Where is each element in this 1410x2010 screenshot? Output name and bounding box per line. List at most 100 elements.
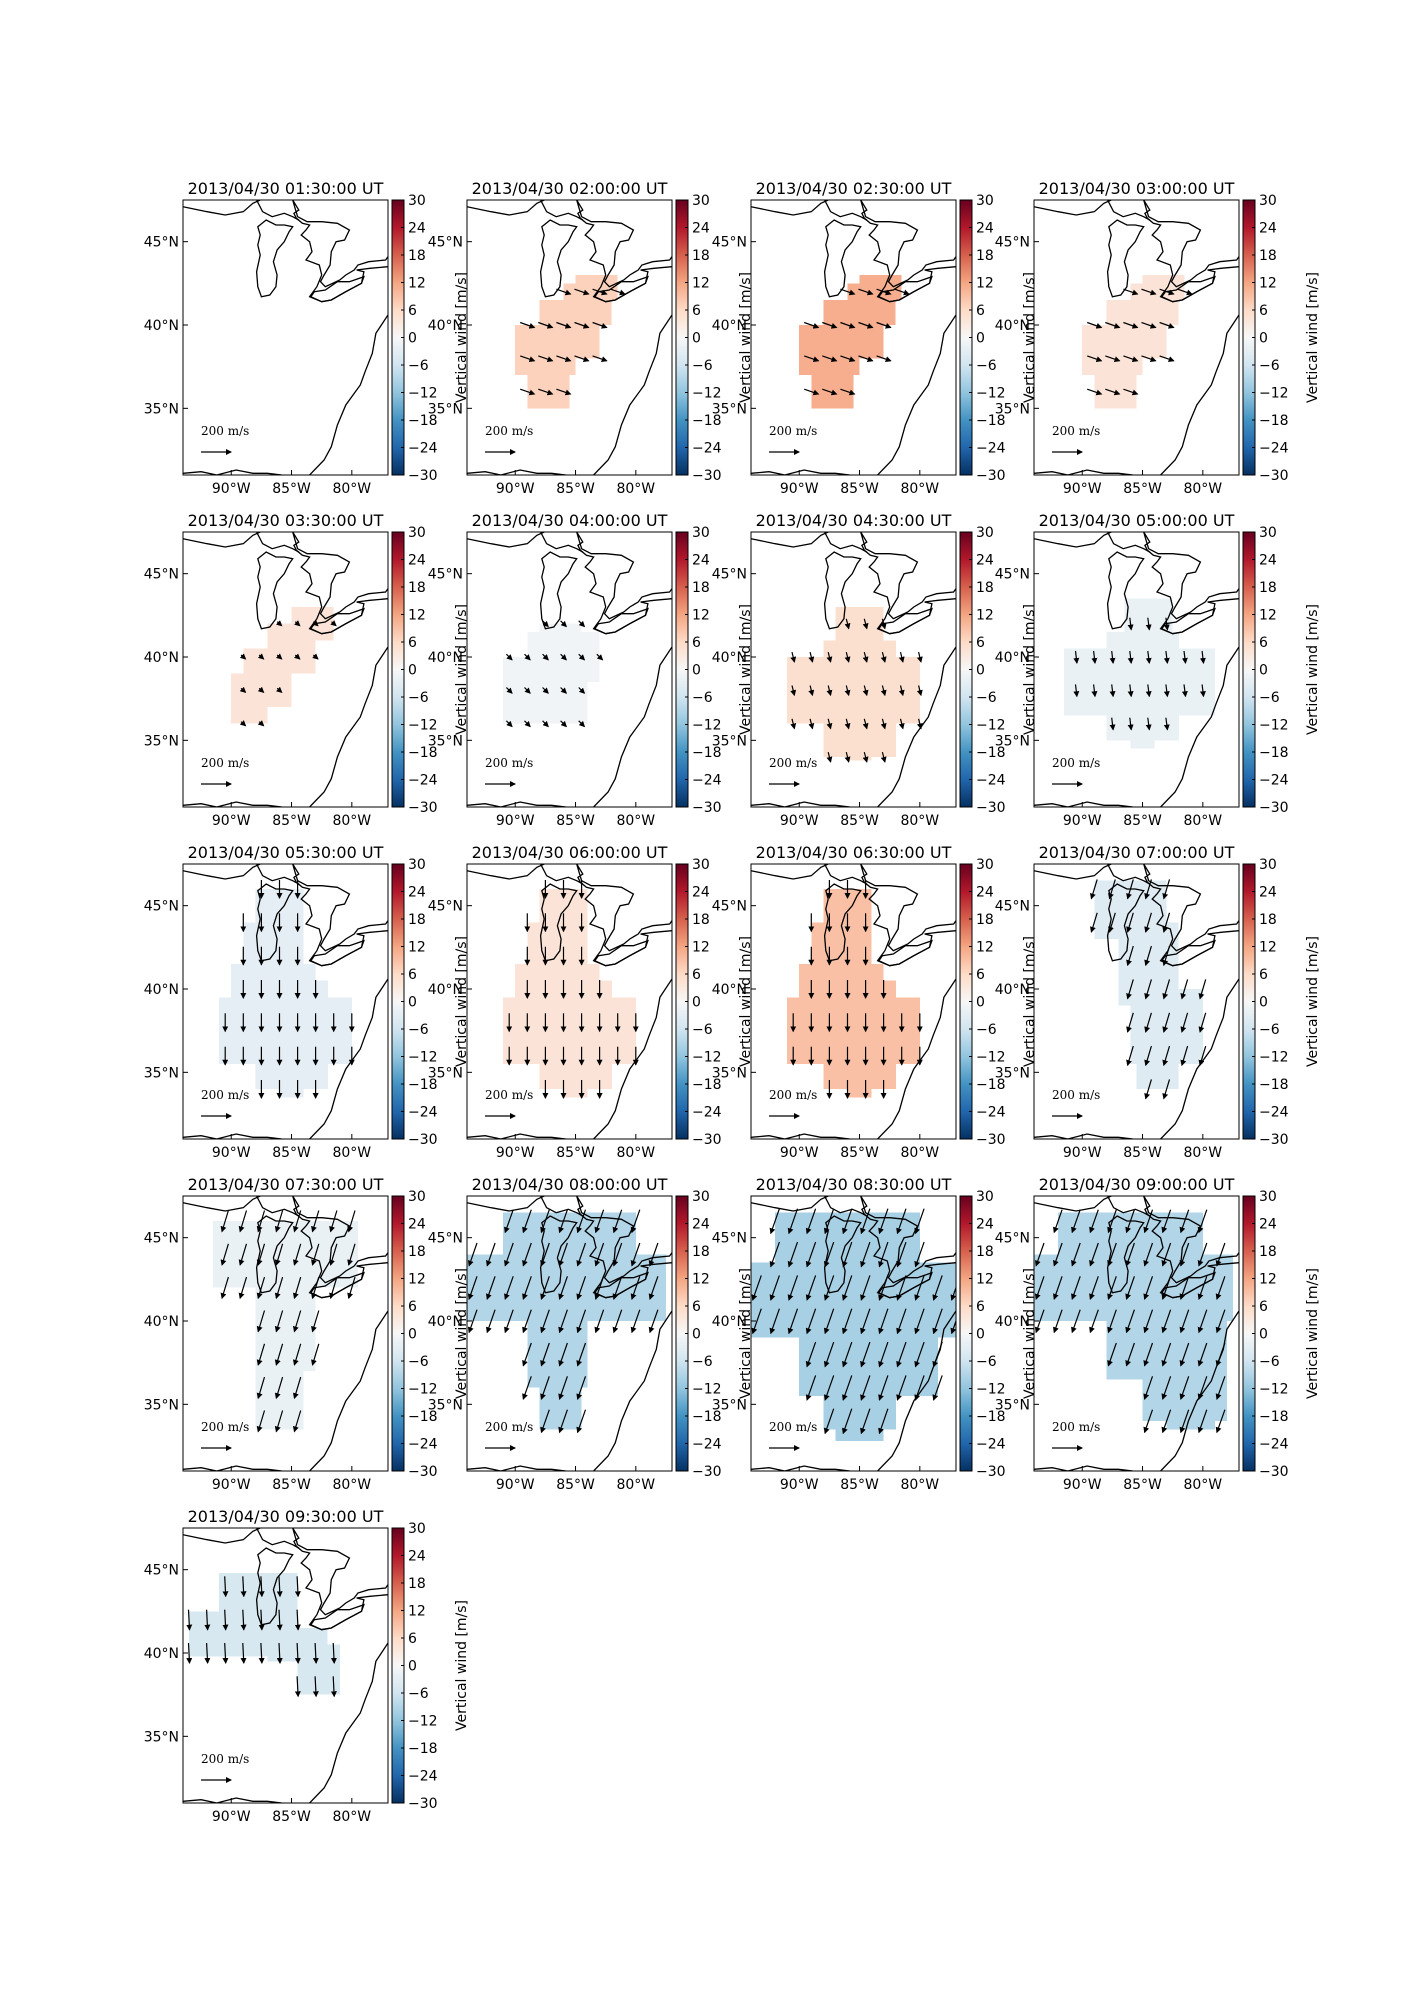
wind-arrow	[504, 1309, 514, 1334]
wind-arrow	[878, 1275, 889, 1301]
plot-area: 200 m/s	[1034, 864, 1239, 1139]
wind-arrow	[842, 1341, 853, 1368]
wind-arrow	[592, 288, 608, 296]
wind-arrow	[486, 1309, 496, 1334]
colorbar-tick-label: −30	[1259, 468, 1289, 484]
plot-area: 200 m/s	[183, 864, 388, 1139]
wind-arrow	[876, 355, 892, 362]
wind-arrow	[1143, 1342, 1154, 1367]
colorbar-tick-label: 0	[976, 663, 985, 679]
wind-arrow	[220, 1210, 229, 1233]
wind-arrow	[916, 718, 923, 730]
wind-arrow	[805, 1241, 817, 1268]
wind-arrow	[347, 1243, 356, 1266]
wind-arrow	[1126, 1045, 1134, 1067]
wind-arrow	[1179, 1342, 1190, 1367]
wind-arrow	[1144, 879, 1152, 900]
colorbar-tick-label: 12	[976, 940, 994, 956]
x-tick-label: 90°W	[212, 1809, 251, 1825]
x-tick-label: 90°W	[1063, 1477, 1102, 1493]
wind-arrow	[1179, 1242, 1190, 1267]
plot-area: 200 m/s	[751, 532, 956, 807]
map-panel: 2013/04/30 04:30:00 UT 200 m/s 90°W 85°W 80°…	[712, 511, 1038, 829]
coastline	[539, 219, 578, 298]
colorbar-tick-label: 6	[692, 303, 701, 319]
coastline	[256, 1528, 300, 1549]
wind-arrow	[862, 718, 869, 730]
y-tick-label: 45°N	[995, 567, 1030, 583]
colorbar-tick-label: 12	[976, 608, 994, 624]
colorbar-tick-label: −24	[1259, 773, 1289, 789]
colorbar-tick-label: −24	[692, 1105, 722, 1121]
wind-arrow	[540, 1276, 550, 1300]
colorbar-tick-label: −6	[408, 1686, 429, 1702]
wind-arrow	[576, 1276, 587, 1300]
x-tick-label: 90°W	[1063, 1145, 1102, 1161]
wind-arrow	[312, 1642, 319, 1664]
wind-cell	[835, 607, 884, 649]
wind-arrow	[896, 1208, 907, 1235]
x-tick-label: 80°W	[332, 813, 371, 829]
colorbar-tick-label: 30	[408, 857, 426, 873]
wind-arrow	[1180, 1012, 1189, 1033]
colorbar-tick-label: 30	[408, 525, 426, 541]
wind-arrow	[787, 1308, 799, 1335]
wind-arrow	[805, 1208, 817, 1235]
map-panel: 2013/04/30 09:00:00 UT 200 m/s 90°W 85°W 80°…	[995, 1175, 1321, 1493]
colorbar-tick-label: 6	[692, 635, 701, 651]
wind-arrow	[292, 1343, 302, 1366]
colorbar-tick-label: −12	[692, 718, 722, 734]
wind-arrow	[258, 1576, 265, 1598]
panel-title: 2013/04/30 04:30:00 UT	[756, 511, 952, 530]
colorbar-tick-label: −18	[408, 1077, 438, 1093]
coastline	[1034, 801, 1133, 807]
wind-arrow	[1145, 617, 1152, 631]
wind-arrow	[1199, 650, 1206, 664]
y-tick-label: 45°N	[712, 899, 747, 915]
wind-arrow	[1180, 1045, 1189, 1067]
wind-arrow	[610, 288, 626, 296]
plot-area: 200 m/s	[183, 1528, 388, 1803]
wind-arrow	[1126, 945, 1134, 967]
wind-arrow	[311, 1310, 320, 1333]
wind-arrow	[347, 1276, 356, 1300]
wind-arrow	[504, 1276, 514, 1300]
colorbar-tick-label: 18	[408, 1244, 426, 1260]
wind-arrow	[1125, 1209, 1135, 1234]
y-tick-label: 35°N	[144, 1065, 179, 1081]
y-tick-label: 40°N	[712, 982, 747, 998]
wind-arrow	[556, 288, 572, 296]
wind-arrow	[311, 1276, 320, 1300]
coastline	[1034, 200, 1112, 216]
colorbar-tick-label: −30	[408, 1796, 438, 1812]
colorbar-tick-label: 6	[1259, 303, 1268, 319]
wind-arrow	[932, 1308, 943, 1335]
colorbar-tick-label: −6	[692, 358, 713, 374]
wind-arrow	[751, 1275, 762, 1301]
colorbar-tick-label: −6	[692, 1354, 713, 1370]
colorbar-tick-label: 0	[1259, 331, 1268, 347]
colorbar-tick-label: 18	[692, 1244, 710, 1260]
x-tick-label: 80°W	[1183, 481, 1222, 497]
reference-label: 200 m/s	[201, 424, 249, 438]
x-tick-label: 80°W	[900, 1477, 939, 1493]
colorbar-tick-label: 24	[1259, 553, 1277, 569]
coastline	[1160, 978, 1239, 1139]
coastline	[1106, 883, 1145, 962]
wind-arrow	[842, 1375, 853, 1401]
wind-arrow	[1215, 1276, 1226, 1300]
y-tick-label: 35°N	[995, 401, 1030, 417]
x-tick-label: 80°W	[616, 481, 655, 497]
plot-area: 200 m/s	[1034, 532, 1239, 807]
plot-frame	[466, 199, 673, 476]
colorbar-tick-label: −6	[976, 1354, 997, 1370]
wind-cell	[219, 1573, 298, 1628]
wind-arrow	[876, 288, 892, 296]
map-panel: 2013/04/30 08:00:00 UT 200 m/s 90°W 85°W 80°…	[428, 1175, 754, 1493]
wind-cell	[799, 1321, 938, 1396]
wind-arrow	[330, 620, 337, 627]
wind-arrow	[238, 1243, 248, 1266]
plot-frame	[182, 1527, 389, 1804]
x-tick-label: 90°W	[780, 813, 819, 829]
wind-arrow	[612, 1276, 623, 1300]
